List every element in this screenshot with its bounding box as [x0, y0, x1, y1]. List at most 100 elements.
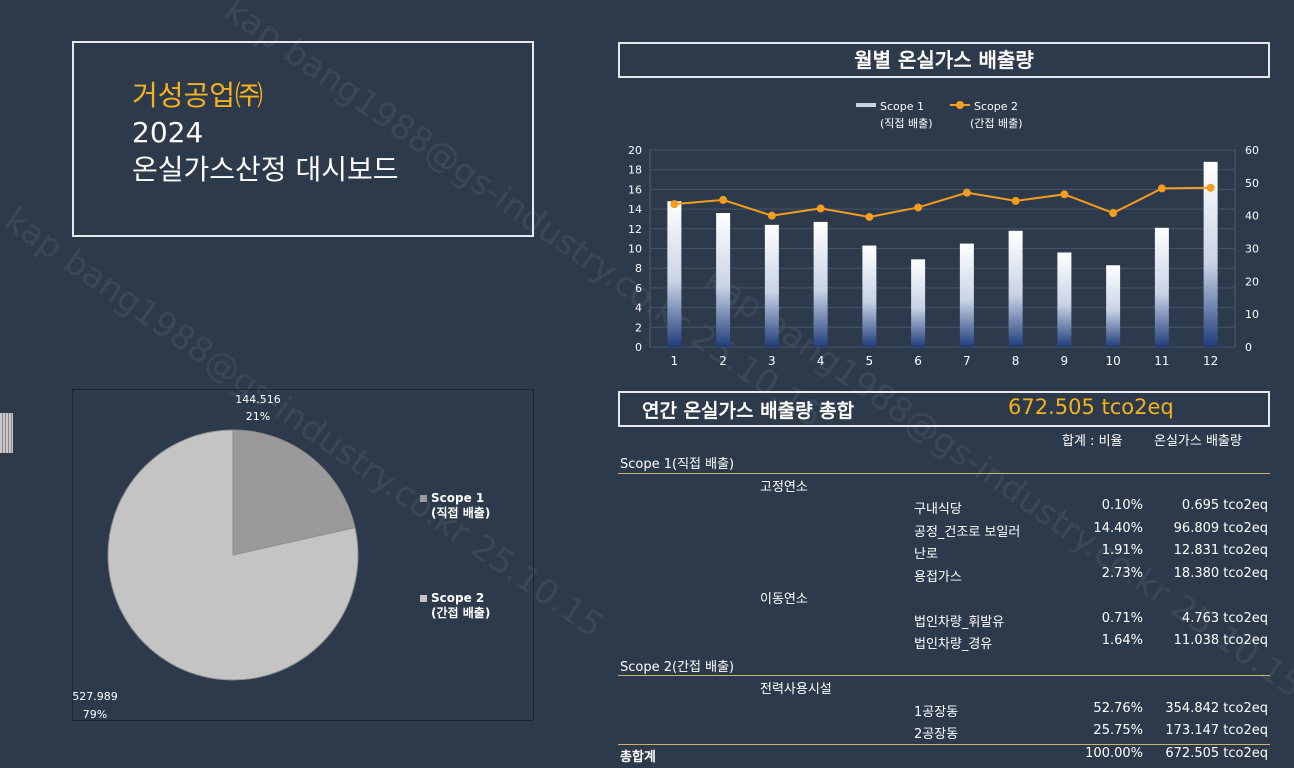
table-row-item: 구내식당 0.10% 0.695 tco2eq — [618, 496, 1270, 518]
point-scope2 — [816, 204, 825, 213]
legend-marker-scope2 — [956, 101, 964, 109]
bar-scope1 — [1057, 252, 1072, 347]
row-name: 법인차량_휘발유 — [914, 614, 1005, 630]
row-ratio: 25.75% — [1093, 723, 1143, 738]
pie-legend-swatch — [420, 495, 427, 502]
row-name: Scope 2(간접 배출) — [620, 659, 735, 675]
row-ratio: 0.10% — [1101, 498, 1143, 513]
bar-scope1 — [862, 245, 877, 347]
row-name: 1공장동 — [914, 704, 959, 720]
row-ratio: 2.73% — [1101, 565, 1143, 581]
row-name: 이동연소 — [760, 592, 808, 607]
point-scope2 — [670, 200, 679, 209]
row-emission: 4.763 tco2eq — [1181, 610, 1268, 626]
company-name: 거성공업㈜ — [132, 79, 264, 112]
pie-legend: Scope 1(직접 배출) Scope 2(간접 배출) — [420, 491, 490, 620]
bar-scope1 — [1154, 227, 1169, 347]
table-row-item: 1공장동 52.76% 354.842 tco2eq — [618, 699, 1270, 721]
pie-legend-swatch — [420, 595, 427, 602]
pie-percent-label: 79% — [83, 708, 107, 720]
row-name: 공정_건조로 보일러 — [914, 524, 1021, 540]
row-name: 법인차량_경유 — [914, 637, 993, 652]
y-left-tick-label: 6 — [635, 282, 642, 295]
legend-label-scope2-sub: (간접 배출) — [970, 117, 1023, 130]
pie-value-label: 144.516 — [235, 393, 281, 406]
chart-legend: Scope 1 (직접 배출) Scope 2 (간접 배출) — [856, 100, 1023, 130]
legend-label-scope1: Scope 1 — [880, 100, 924, 113]
y-left-tick-label: 2 — [635, 321, 642, 334]
dashboard-title: 온실가스산정 대시보드 — [132, 153, 399, 186]
point-scope2 — [1109, 209, 1118, 218]
legend-label-scope1-sub: (직접 배출) — [880, 117, 933, 130]
x-tick-label: 2 — [719, 354, 727, 368]
y-left-tick-label: 8 — [635, 262, 642, 275]
table-row-group: 고정연소 — [618, 474, 1270, 496]
table-row-item: 용접가스 2.73% 18.380 tco2eq — [618, 564, 1270, 586]
row-ratio: 100.00% — [1085, 745, 1143, 761]
report-year: 2024 — [132, 116, 204, 149]
bar-scope1 — [911, 259, 926, 347]
table-row-item: 2공장동 25.75% 173.147 tco2eq — [618, 721, 1270, 743]
point-scope2 — [1206, 183, 1215, 192]
point-scope2 — [865, 212, 874, 221]
row-ratio: 14.40% — [1093, 520, 1143, 536]
table-row-scope: Scope 2(간접 배출) — [618, 654, 1270, 676]
bar-scope1 — [1106, 265, 1121, 347]
pie-legend-label: Scope 2 — [431, 591, 484, 605]
row-ratio: 52.76% — [1093, 700, 1143, 716]
table-row-item: 공정_건조로 보일러 14.40% 96.809 tco2eq — [618, 519, 1270, 541]
pie-value-label: 527.989 — [73, 690, 118, 703]
row-name: 용접가스 — [914, 569, 962, 585]
table-row-item: 법인차량_경유 1.64% 11.038 tco2eq — [618, 631, 1270, 653]
row-emission: 173.147 tco2eq — [1165, 723, 1268, 738]
bar-scope1 — [667, 201, 682, 347]
point-scope2 — [914, 203, 923, 212]
line-scope2 — [674, 186, 1211, 218]
pie-legend-label-sub: (직접 배출) — [431, 505, 490, 520]
legend-swatch-scope1 — [856, 103, 876, 107]
pie-percent-label: 21% — [246, 410, 270, 423]
pie-chart-frame: 144.516 21% 527.989 79% Scope 1 (직접 배출) Scope … — [72, 389, 534, 721]
pie-legend-label-sub: (간접 배출) — [431, 605, 490, 620]
row-name: 전력사용시설 — [760, 682, 832, 697]
annual-total-box: 연간 온실가스 배출량 총합 672.505 tco2eq — [618, 391, 1270, 427]
x-tick-label: 6 — [914, 354, 922, 368]
bar-scope1 — [764, 224, 779, 347]
scroll-handle[interactable] — [0, 413, 13, 453]
row-emission: 672.505 tco2eq — [1165, 745, 1268, 761]
x-tick-label: 8 — [1012, 354, 1020, 368]
row-separator — [618, 675, 1270, 676]
y-right-tick-label: 60 — [1245, 144, 1259, 157]
dashboard-title-box: 거성공업㈜ 2024 온실가스산정 대시보드 — [72, 41, 534, 237]
y-right-tick-label: 10 — [1245, 308, 1259, 321]
row-name: 고정연소 — [760, 479, 808, 495]
row-emission: 11.038 tco2eq — [1173, 633, 1268, 648]
row-ratio: 1.64% — [1101, 633, 1143, 648]
row-separator — [618, 743, 1270, 745]
bar-scope1 — [716, 213, 731, 347]
point-scope2 — [1157, 184, 1166, 193]
point-scope2 — [767, 211, 776, 220]
pie-slice — [107, 429, 359, 681]
row-name: 구내식당 — [914, 502, 962, 517]
point-scope2 — [1011, 196, 1020, 205]
y-left-tick-label: 16 — [628, 183, 642, 196]
x-tick-label: 1 — [671, 354, 679, 368]
row-ratio: 0.71% — [1101, 610, 1143, 626]
row-name: 난로 — [914, 547, 938, 562]
ratio-column-header: 합계 : 비율 — [1062, 434, 1123, 449]
pie-slice — [232, 429, 356, 556]
y-right-tick-label: 40 — [1245, 210, 1259, 223]
emission-column-header: 온실가스 배출량 — [1154, 434, 1242, 449]
table-row-item: 법인차량_휘발유 0.71% 4.763 tco2eq — [618, 609, 1270, 631]
table-row-total: 총합계 100.00% 672.505 tco2eq — [618, 744, 1270, 766]
x-tick-label: 5 — [866, 354, 874, 368]
x-tick-label: 7 — [963, 354, 971, 368]
y-left-tick-label: 14 — [628, 203, 642, 216]
point-scope2 — [719, 195, 728, 204]
point-scope2 — [1060, 190, 1069, 199]
row-name: 2공장동 — [914, 727, 959, 742]
bar-scope1 — [813, 221, 828, 347]
row-emission: 18.380 tco2eq — [1173, 565, 1268, 581]
